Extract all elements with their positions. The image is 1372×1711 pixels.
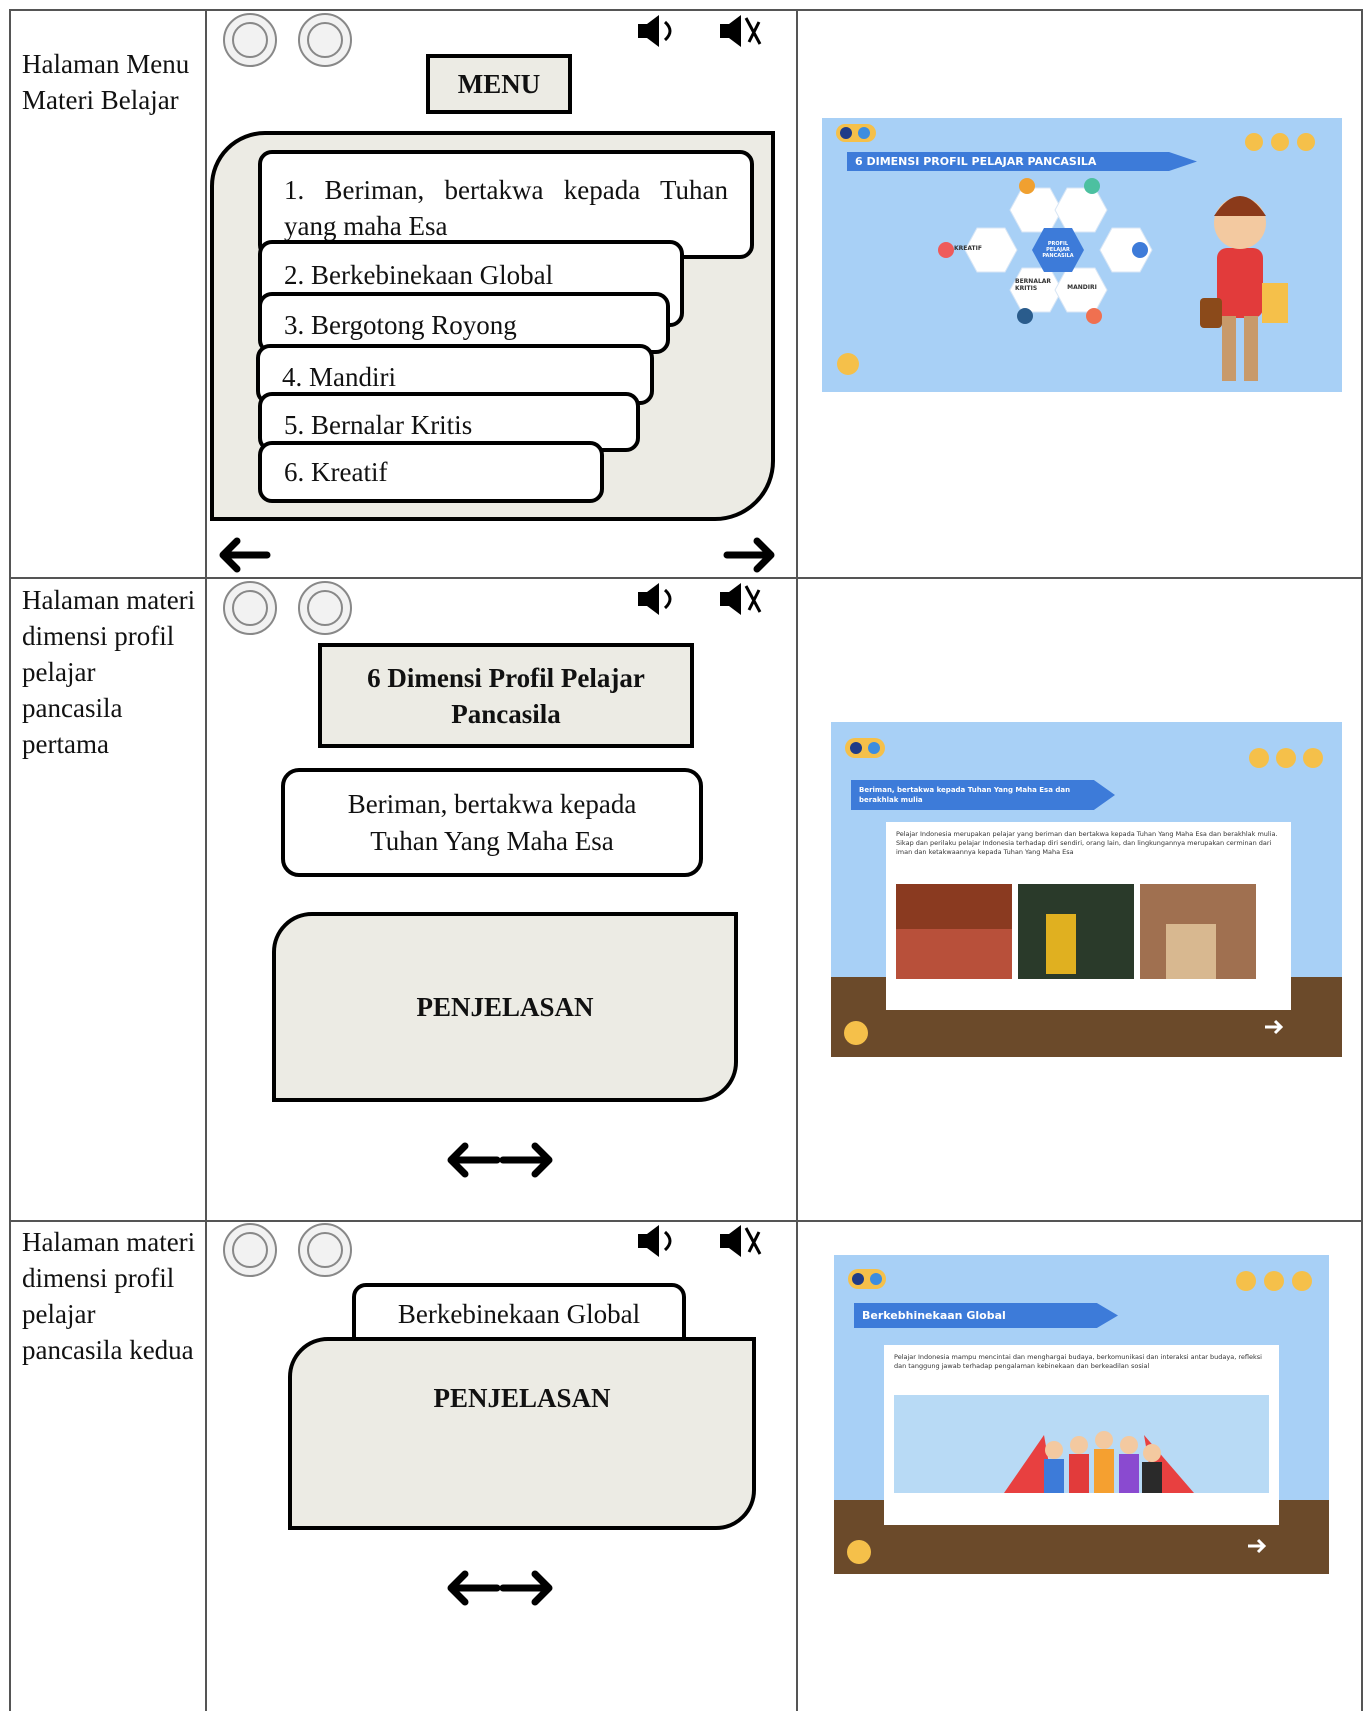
- menu-item[interactable]: 6. Kreatif: [258, 441, 604, 503]
- header-icons: [223, 1223, 762, 1277]
- explanation-box: PENJELASAN: [288, 1337, 756, 1530]
- table-border: [9, 9, 11, 1711]
- screenshot: Beriman, bertakwa kepada Tuhan Yang Maha…: [831, 722, 1342, 1057]
- menu-title: MENU: [426, 54, 572, 114]
- row-label: Halaman Menu Materi Belajar: [22, 49, 190, 115]
- table-border: [205, 9, 207, 1711]
- screenshot-banner: Beriman, bertakwa kepada Tuhan Yang Maha…: [851, 780, 1115, 810]
- screenshot-banner: Berkebhinekaan Global: [854, 1303, 1118, 1328]
- header-icons: [223, 13, 762, 67]
- content-card: Pelajar Indonesia mampu mencintai dan me…: [884, 1345, 1279, 1525]
- screenshot-banner: 6 DIMENSI PROFIL PELAJAR PANCASILA: [847, 152, 1197, 171]
- page-title: 6 Dimensi Profil Pelajar Pancasila: [318, 643, 694, 748]
- screenshot: Berkebhinekaan Global Pelajar Indonesia …: [834, 1255, 1329, 1574]
- content-illustration: [894, 1395, 1269, 1493]
- hex-label: PROFIL PELAJAR PANCASILA: [1042, 241, 1074, 259]
- nav-arrows: [447, 1570, 553, 1606]
- nav-arrows: [447, 1142, 553, 1178]
- hex-label: MANDIRI: [1067, 284, 1097, 291]
- table-border: [9, 1220, 1363, 1222]
- table-border: [1361, 9, 1363, 1711]
- nav-arrows: [219, 537, 775, 573]
- row-label: Halaman materi dimensi profil pelajar pa…: [22, 1227, 196, 1365]
- screenshot-art: [836, 124, 1315, 381]
- content-text: Pelajar Indonesia mampu mencintai dan me…: [894, 1353, 1262, 1370]
- table-border: [9, 9, 1363, 11]
- header-icons: [223, 581, 762, 635]
- screenshot: 6 DIMENSI PROFIL PELAJAR PANCASILA KREAT…: [822, 118, 1342, 392]
- hex-label: KREATIF: [954, 245, 982, 252]
- content-card: Pelajar Indonesia merupakan pelajar yang…: [886, 822, 1291, 1010]
- hex-label: BERNALAR KRITIS: [1015, 278, 1052, 292]
- table-border: [796, 9, 798, 1711]
- menu-item[interactable]: 3. Bergotong Royong: [258, 292, 670, 354]
- explanation-box: PENJELASAN: [272, 912, 738, 1102]
- row-label: Halaman materi dimensi profil pelajar pa…: [22, 585, 196, 759]
- table-border: [9, 577, 1363, 579]
- content-text: Pelajar Indonesia merupakan pelajar yang…: [896, 830, 1278, 856]
- content-photos: [896, 884, 1256, 979]
- dimension-heading: Beriman, bertakwa kepada Tuhan Yang Maha…: [281, 768, 703, 877]
